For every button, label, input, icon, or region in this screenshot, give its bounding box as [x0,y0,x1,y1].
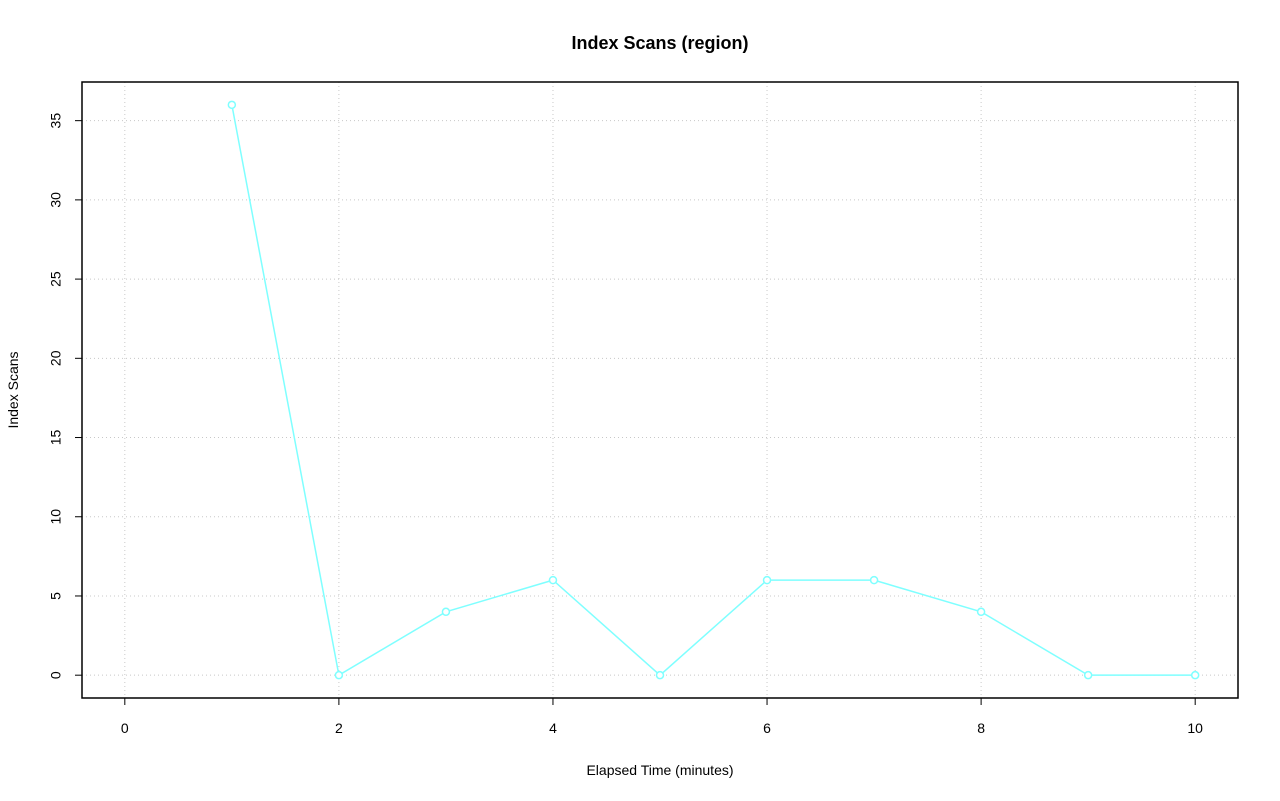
point [548,575,558,585]
series-line [231,104,1196,677]
point [1083,670,1093,680]
x-tick-label: 8 [977,720,985,736]
point [441,607,451,617]
x-tick-label: 10 [1187,720,1203,736]
x-tick-label: 2 [335,720,343,736]
y-tick-label: 25 [48,271,64,287]
y-tick-label: 10 [48,509,64,525]
y-tick-label: 5 [48,592,64,600]
point [655,670,665,680]
plot-frame [81,81,1239,699]
point [762,575,772,585]
x-tick-label: 6 [763,720,771,736]
point [227,100,237,110]
y-tick-label: 35 [48,113,64,129]
point [976,607,986,617]
point [869,575,879,585]
y-tick-label: 20 [48,350,64,366]
point [1190,670,1200,680]
y-tick-label: 0 [48,671,64,679]
y-tick-label: 15 [48,430,64,446]
x-tick-label: 4 [549,720,557,736]
x-axis-title: Elapsed Time (minutes) [586,762,733,778]
point [334,670,344,680]
chart-title: Index Scans (region) [571,33,748,53]
x-tick-label: 0 [121,720,129,736]
y-tick-label: 30 [48,192,64,208]
y-axis-title: Index Scans [5,351,21,428]
